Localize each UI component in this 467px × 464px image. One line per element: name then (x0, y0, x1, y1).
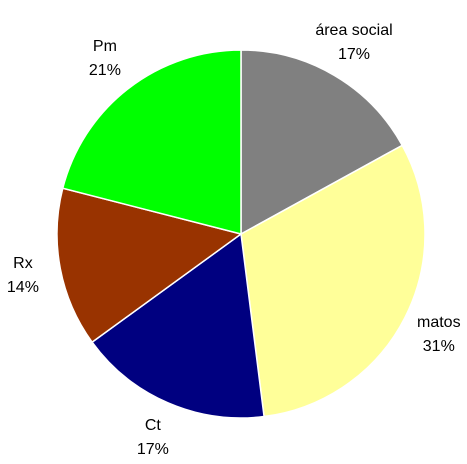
slice-value-label: 17% (137, 441, 169, 458)
slice-label: Ct (145, 417, 162, 434)
pie-slice (56, 187, 243, 344)
slice-value-label: 14% (7, 279, 39, 296)
slice-value-label: 31% (423, 338, 455, 355)
pie-slice (240, 49, 404, 236)
slice-label: Rx (13, 255, 33, 272)
slice-label: matos (417, 314, 461, 331)
slice-label: área social (315, 22, 392, 39)
pie-slice (61, 49, 242, 235)
pie-slice (240, 144, 426, 418)
slice-value-label: 17% (338, 46, 370, 63)
slice-label: Pm (93, 38, 117, 55)
slice-value-label: 21% (89, 62, 121, 79)
pie-slice (91, 232, 265, 419)
